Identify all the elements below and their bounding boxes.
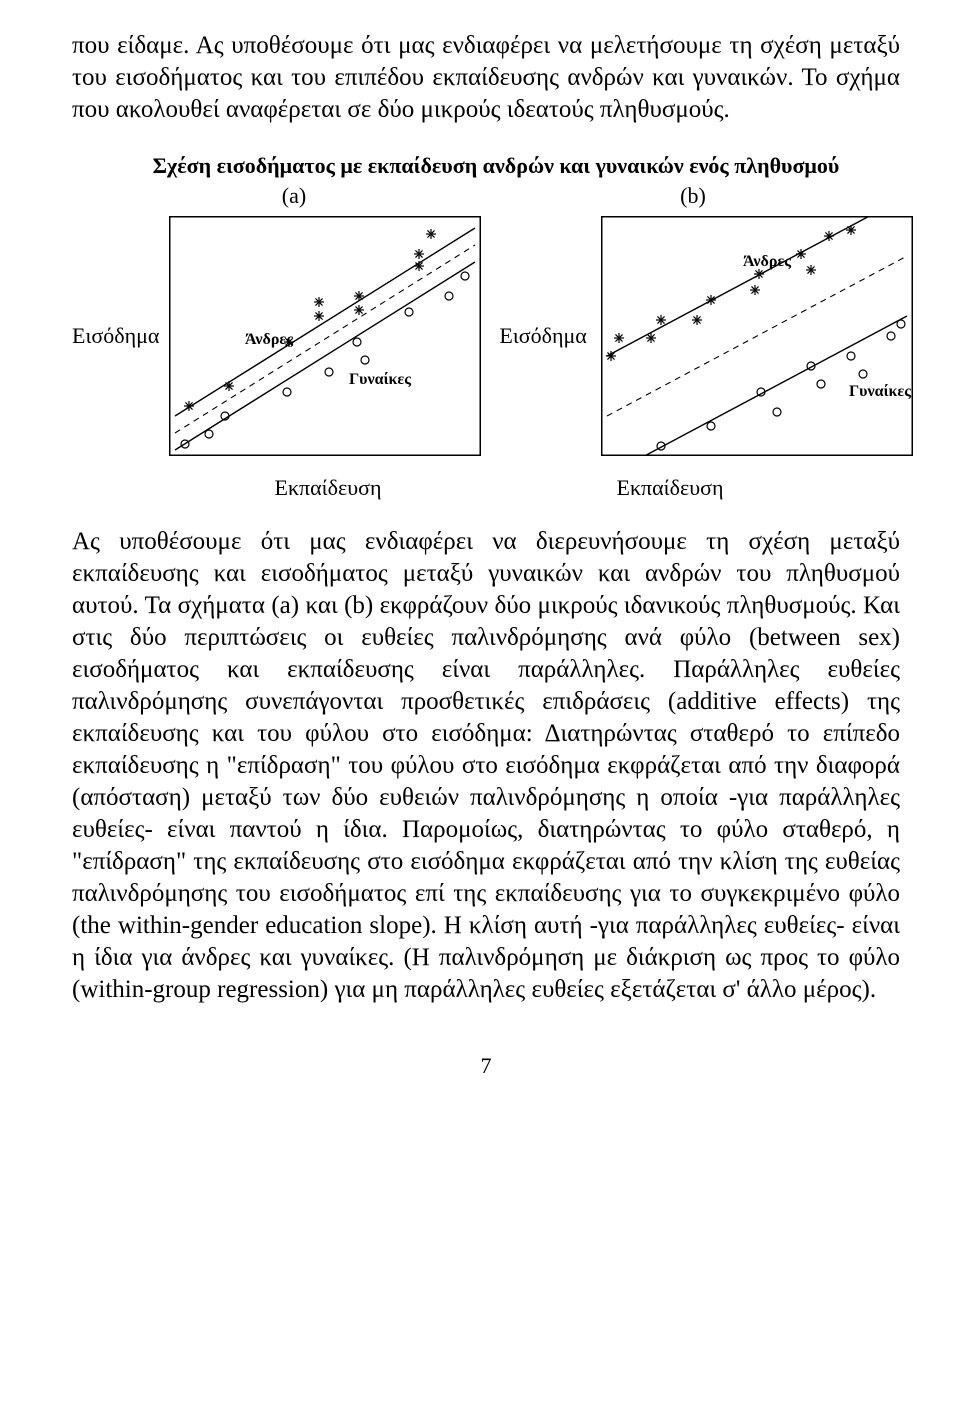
- charts-row: Εισόδημα Άνδρες Γυναίκες Εισόδημα Άνδρες Γ…: [72, 216, 900, 456]
- body-paragraph: Ας υποθέσουμε ότι μας ενδιαφέρει να διερ…: [72, 526, 900, 1006]
- chart-a: Άνδρες Γυναίκες: [169, 216, 481, 456]
- page-number: 7: [72, 1052, 900, 1080]
- label-a: (a): [72, 182, 486, 210]
- y-axis-label-a: Εισόδημα: [72, 322, 159, 350]
- x-axis-label-a: Εκπαίδευση: [172, 474, 484, 502]
- intro-paragraph: που είδαμε. Ας υποθέσουμε ότι μας ενδιαφ…: [72, 30, 900, 126]
- label-b: (b): [486, 182, 900, 210]
- figure-title: Σχέση εισοδήματος με εκπαίδευση ανδρών κ…: [102, 152, 890, 180]
- svg-text:Γυναίκες: Γυναίκες: [849, 383, 911, 400]
- y-axis-label-b: Εισόδημα: [491, 322, 590, 350]
- svg-text:Άνδρες: Άνδρες: [245, 331, 293, 348]
- svg-text:Άνδρες: Άνδρες: [743, 253, 791, 270]
- svg-text:Γυναίκες: Γυναίκες: [349, 371, 411, 388]
- chart-b: Άνδρες Γυναίκες: [601, 216, 913, 456]
- x-axis-label-b: Εκπαίδευση: [514, 474, 826, 502]
- subplot-labels: (a) (b): [72, 182, 900, 210]
- x-axis-labels: Εκπαίδευση Εκπαίδευση: [72, 474, 900, 502]
